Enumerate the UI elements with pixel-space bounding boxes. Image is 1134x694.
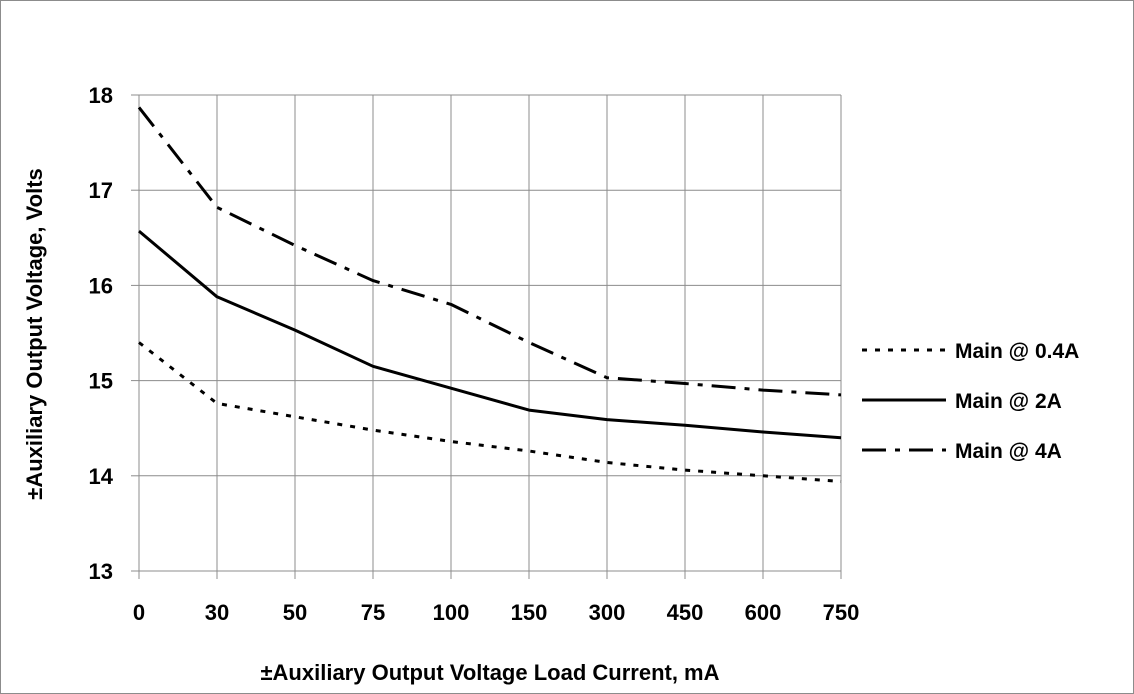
x-tick-label: 50 xyxy=(283,600,307,625)
legend-label: Main @ 2A xyxy=(955,390,1062,413)
y-tick-label: 16 xyxy=(89,273,113,298)
y-tick-label: 18 xyxy=(89,83,113,108)
legend-label: Main @ 0.4A xyxy=(955,340,1079,363)
series-layer xyxy=(139,107,841,481)
x-tick-labels: 0 30 50 75 100 150 300 450 600 750 xyxy=(133,600,859,625)
x-tick-label: 750 xyxy=(823,600,860,625)
y-tick-label: 15 xyxy=(89,369,113,394)
legend-label: Main @ 4A xyxy=(955,440,1062,463)
y-axis-title: ±Auxiliary Output Voltage, Volts xyxy=(22,168,47,500)
x-tick-label: 0 xyxy=(133,600,145,625)
x-tick-label: 150 xyxy=(511,600,548,625)
x-axis-title: ±Auxiliary Output Voltage Load Current, … xyxy=(260,660,719,685)
x-tick-label: 30 xyxy=(205,600,229,625)
series-line-main-4a xyxy=(139,107,841,395)
x-tick-label: 100 xyxy=(433,600,470,625)
y-tick-label: 13 xyxy=(89,559,113,584)
x-tick-label: 600 xyxy=(745,600,782,625)
chart-grid xyxy=(131,95,841,579)
series-line-main-0-4a xyxy=(139,343,841,482)
x-tick-label: 75 xyxy=(361,600,385,625)
x-tick-label: 300 xyxy=(589,600,626,625)
y-tick-labels: 13 14 15 16 17 18 xyxy=(89,83,114,584)
series-line-main-2a xyxy=(139,231,841,438)
x-tick-label: 450 xyxy=(667,600,704,625)
legend: Main @ 0.4A Main @ 2A Main @ 4A xyxy=(862,340,1079,463)
y-tick-label: 14 xyxy=(89,464,114,489)
y-tick-label: 17 xyxy=(89,178,113,203)
